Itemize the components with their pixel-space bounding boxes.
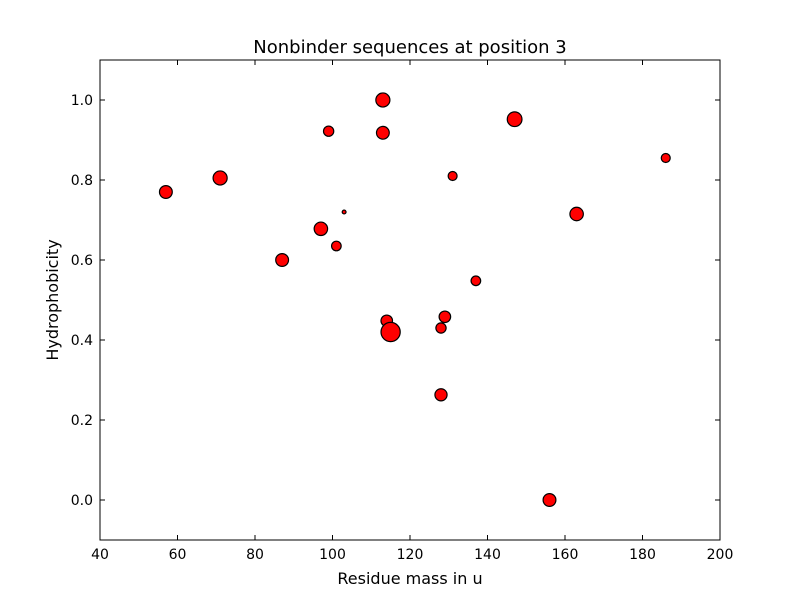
y-tick-label: 0.6 [71,253,93,269]
data-point [660,152,671,164]
data-point [380,321,401,343]
y-tick-label: 0.4 [71,333,93,349]
data-point [434,388,448,402]
data-point [506,111,523,128]
plot-frame [99,59,721,541]
x-tick-label: 60 [169,547,187,563]
axis-ticks: 40 60 80 100 120 140 160 180 200 0.0 0.2 0.4 0.6 0.8 1… [71,60,734,563]
x-tick-label: 160 [552,547,579,563]
data-point [212,170,228,186]
data-point [375,92,391,108]
data-points [158,92,671,508]
data-point [322,125,335,137]
data-point [375,125,390,140]
x-tick-label: 180 [629,547,656,563]
data-point [569,206,584,222]
data-point [330,240,342,252]
data-point [542,493,557,508]
data-point [435,322,447,334]
x-tick-label: 120 [397,547,424,563]
data-point [313,221,329,237]
y-axis-label: Hydrophobicity [43,239,62,360]
data-point [447,170,458,182]
y-tick-label: 1.0 [71,93,93,109]
x-tick-label: 40 [91,547,109,563]
x-axis-label: Residue mass in u [337,569,482,588]
x-tick-label: 200 [707,547,734,563]
data-point [158,185,173,200]
data-point [341,209,347,215]
chart-title: Nonbinder sequences at position 3 [253,37,566,58]
y-tick-label: 0.0 [71,493,93,509]
y-tick-label: 0.2 [71,413,93,429]
x-tick-label: 140 [474,547,501,563]
x-tick-label: 100 [319,547,346,563]
y-tick-label: 0.8 [71,173,93,189]
data-point [275,253,290,268]
data-point [438,310,452,324]
x-tick-label: 80 [246,547,264,563]
data-point [470,275,482,287]
